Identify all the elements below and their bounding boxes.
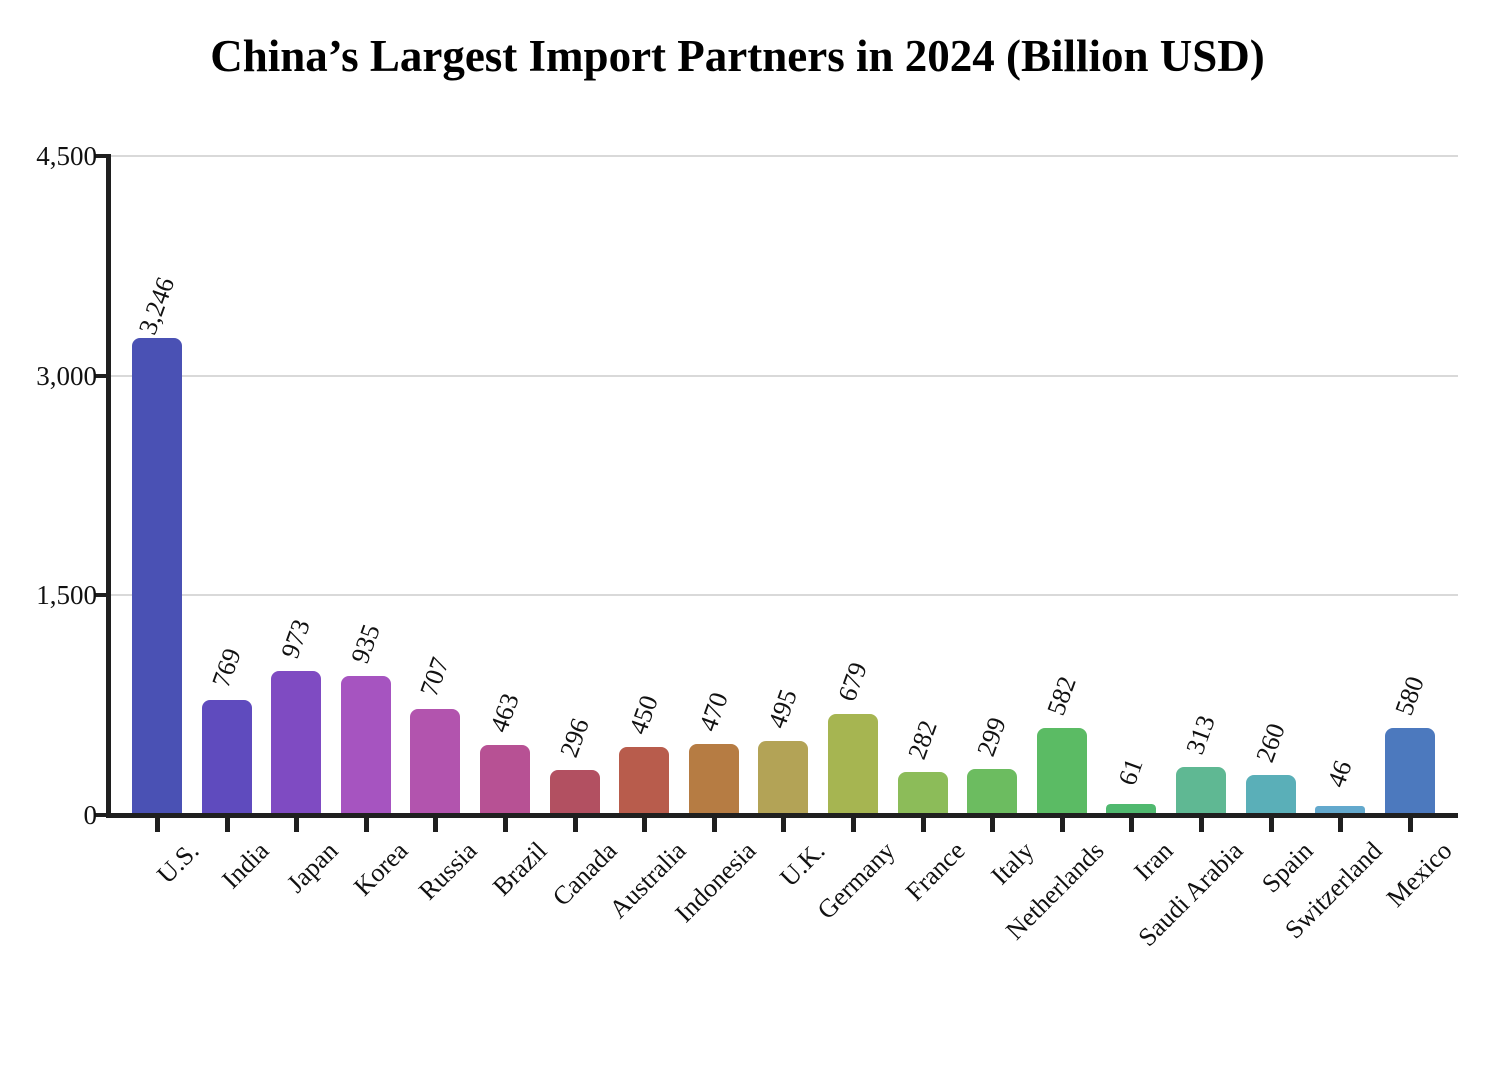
x-axis-tick [711, 818, 717, 832]
x-axis-tick [920, 818, 926, 832]
x-axis-tick [1129, 818, 1135, 832]
bar-iran [1106, 804, 1157, 813]
x-axis-tick [572, 818, 578, 832]
bar-spain [1245, 774, 1296, 813]
bar-japan [271, 670, 322, 813]
x-axis-tick [781, 818, 787, 832]
bar-korea [340, 676, 391, 813]
y-axis-tick [95, 593, 111, 598]
x-axis-tick [1059, 818, 1065, 832]
y-axis-tick [95, 373, 111, 378]
bar-u-k [758, 740, 809, 813]
x-axis-tick [294, 818, 300, 832]
bar-france [897, 771, 948, 813]
y-tick-label: 3,000 [36, 360, 97, 391]
bar-indonesia [688, 744, 739, 813]
bar-australia [619, 747, 670, 813]
gridline [111, 374, 1458, 377]
x-axis-tick [1199, 818, 1204, 832]
x-axis-tick [642, 818, 648, 832]
y-axis-tick [95, 813, 111, 817]
x-axis-tick [1268, 818, 1274, 832]
x-axis-line [106, 813, 1458, 818]
bar-netherlands [1036, 727, 1087, 813]
y-tick-label: 0 [83, 800, 98, 830]
bar-russia [410, 709, 461, 813]
x-axis-tick [224, 818, 230, 832]
x-axis-tick [1407, 818, 1413, 832]
x-axis-tick [503, 818, 508, 832]
x-axis-tick [433, 818, 439, 832]
bar-value-label: 61 [1112, 754, 1149, 790]
y-tick-label: 1,500 [36, 580, 97, 611]
bar-mexico [1384, 728, 1435, 813]
bar-saudi-arabia [1176, 767, 1226, 813]
bar-u-s [132, 337, 182, 813]
x-axis-tick [155, 818, 160, 832]
y-axis-line [106, 154, 111, 818]
gridline [111, 155, 1458, 157]
plot-area: 0 1,500 3,000 4,500 3,246 U.S. 769 India 973 Japa… [36, 141, 1458, 952]
x-axis-tick [990, 818, 996, 832]
x-axis-tick [1338, 818, 1344, 832]
bar-brazil [480, 745, 530, 813]
y-tick-label: 4,500 [36, 141, 97, 171]
chart-title: China’s Largest Import Partners in 2024 … [210, 31, 1265, 81]
x-axis-tick [363, 818, 369, 832]
bar-italy [967, 769, 1018, 813]
bar-canada [549, 769, 600, 813]
bar-switzerland [1315, 806, 1366, 813]
gridline [111, 594, 1458, 597]
y-axis-tick [95, 154, 111, 158]
bar-germany [828, 713, 878, 813]
bar-india [201, 700, 252, 813]
x-axis-tick [851, 818, 856, 832]
